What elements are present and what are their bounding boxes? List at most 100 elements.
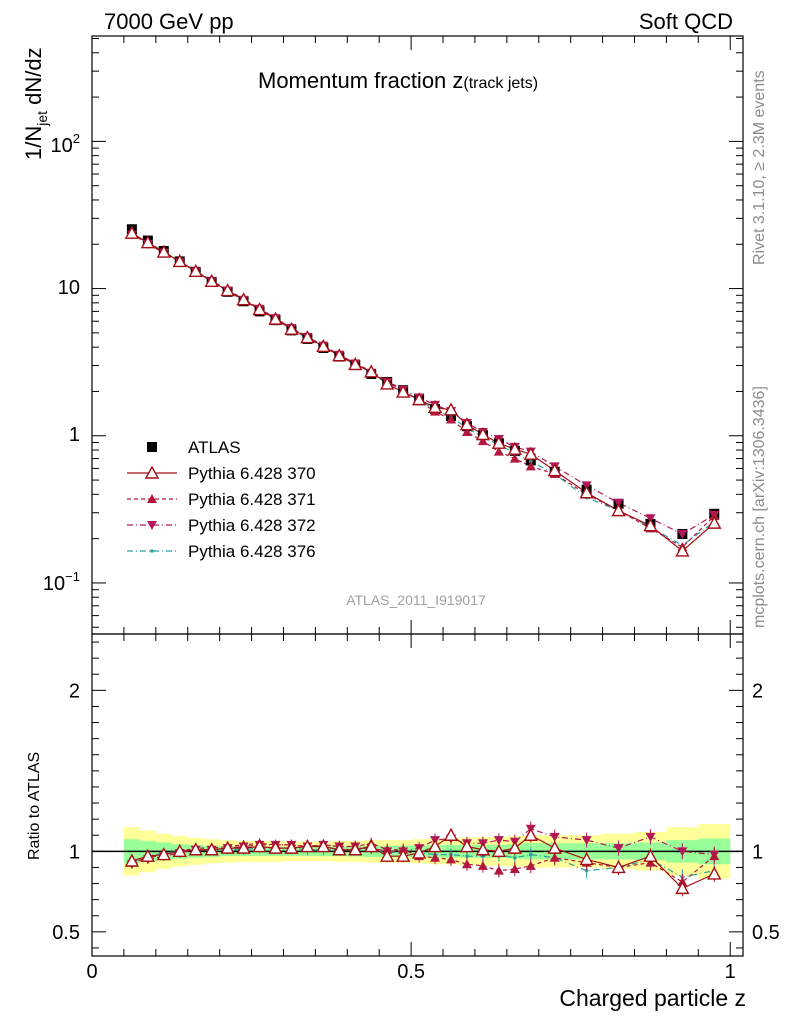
ratio-point-1	[477, 860, 488, 870]
ratio-y-tick-label-left: 0.5	[52, 922, 80, 944]
ratio-point-0	[611, 859, 626, 874]
ratio-point-0	[300, 839, 315, 853]
legend-label: Pythia 6.428 370	[188, 464, 316, 483]
ratio-y-tick-label-right: 2	[752, 680, 763, 702]
ratio-point-0	[284, 840, 299, 854]
data-point-1	[300, 330, 315, 344]
data-point-1	[268, 311, 283, 325]
chart-title-sub: (track jets)	[463, 75, 538, 92]
data-point-1	[316, 338, 331, 353]
ratio-point-0	[427, 839, 443, 853]
data-point-1	[427, 399, 443, 414]
data-point-1	[643, 518, 658, 532]
data-point-2	[525, 461, 536, 471]
data-point-1	[364, 364, 379, 378]
ratio-point-0	[475, 842, 491, 856]
ratio-point-1	[549, 852, 560, 862]
ratio-point-0	[395, 848, 411, 862]
ratio-point-2	[645, 832, 656, 842]
data-point-1	[523, 446, 538, 460]
ratio-point-0	[140, 848, 156, 862]
y-tick-label-1: 1	[69, 424, 80, 446]
header-right: Soft QCD	[639, 9, 733, 34]
ratio-line-2	[131, 828, 715, 865]
chart-title: Momentum fraction z(track jets)	[258, 68, 538, 93]
data-point-1	[124, 225, 140, 239]
ratio-point-0	[156, 847, 171, 861]
chart-title-z: z	[452, 68, 463, 93]
legend-label: ATLAS	[188, 438, 241, 457]
x-tick-label: 0.5	[397, 961, 425, 983]
ratio-y-tick-label-left: 1	[69, 841, 80, 863]
ratio-y-tick-label-right: 1	[752, 841, 763, 863]
y-tick-label-10: 10	[58, 277, 80, 299]
data-point-1	[236, 292, 251, 306]
ratio-point-1	[509, 864, 520, 874]
legend-marker	[147, 521, 157, 530]
ratio-point-0	[579, 851, 594, 866]
ratio-point-0	[411, 845, 427, 859]
ratio-point-0	[332, 842, 347, 856]
ratio-point-0	[523, 827, 538, 841]
ratio-point-0	[172, 843, 187, 858]
y-axis-label-tail: dN/dz	[21, 47, 46, 111]
ratio-point-1	[446, 854, 457, 864]
ratio-point-3	[465, 854, 469, 858]
data-point-1	[204, 273, 219, 288]
bottom-plot-frame	[91, 633, 744, 957]
ratio-point-0	[643, 848, 658, 862]
data-point-1	[443, 402, 459, 416]
side-label-rivet: Rivet 3.1.10, ≥ 2.3M events	[751, 70, 768, 265]
data-point-1	[220, 283, 235, 297]
data-point-1	[459, 417, 475, 431]
ratio-point-0	[380, 848, 395, 862]
data-point-1	[172, 253, 187, 268]
ratio-point-3	[528, 852, 533, 857]
legend-label: Pythia 6.428 376	[188, 542, 316, 561]
data-point-1	[252, 302, 267, 316]
y-tick-label-1e2-base: 10	[51, 135, 73, 157]
ratio-point-1	[709, 851, 720, 861]
ratio-point-0	[443, 827, 459, 841]
ratio-point-0	[507, 840, 523, 854]
y-tick-label-1e2: 102	[51, 131, 80, 157]
ratio-point-1	[493, 865, 504, 875]
data-point-3	[677, 530, 688, 540]
ratio-point-1	[430, 852, 441, 862]
ratio-point-0	[348, 842, 363, 856]
x-tick-label: 1	[725, 961, 736, 983]
ratio-point-0	[491, 843, 507, 858]
y-tick-label-1e-1-base: 10	[43, 573, 65, 595]
data-point-1	[579, 485, 594, 499]
ratio-point-0	[252, 839, 267, 853]
chart-title-main: Momentum fraction	[258, 68, 452, 93]
data-point-1	[507, 441, 523, 455]
data-point-1	[188, 263, 203, 278]
data-point-1	[140, 235, 156, 249]
ratio-point-0	[675, 880, 690, 895]
data-point-1	[380, 376, 395, 390]
ratio-point-0	[236, 840, 251, 854]
y-axis-label-top: 1/Njet dN/dz	[21, 47, 50, 160]
legend-marker	[147, 442, 157, 452]
data-point-1	[411, 392, 427, 406]
ratio-y-tick-label-right: 0.5	[752, 922, 780, 944]
y-tick-label-1e-1: 10−1	[43, 569, 80, 595]
ratio-point-0	[220, 840, 235, 854]
x-tick-label: 0	[86, 961, 97, 983]
ratio-point-0	[124, 853, 140, 867]
data-point-2	[493, 446, 504, 456]
watermark: ATLAS_2011_I919017	[346, 592, 486, 608]
data-point-1	[547, 463, 562, 477]
ratio-point-0	[268, 840, 283, 854]
ratio-point-2	[677, 847, 688, 857]
ratio-point-2	[613, 844, 624, 854]
ratio-y-tick-label-left: 2	[69, 680, 80, 702]
ratio-point-0	[707, 866, 722, 880]
ratio-point-0	[316, 839, 331, 853]
data-point-2	[709, 511, 720, 521]
ratio-point-2	[581, 836, 592, 846]
data-point-2	[509, 453, 520, 463]
y-axis-label-bottom: Ratio to ATLAS	[26, 752, 43, 860]
